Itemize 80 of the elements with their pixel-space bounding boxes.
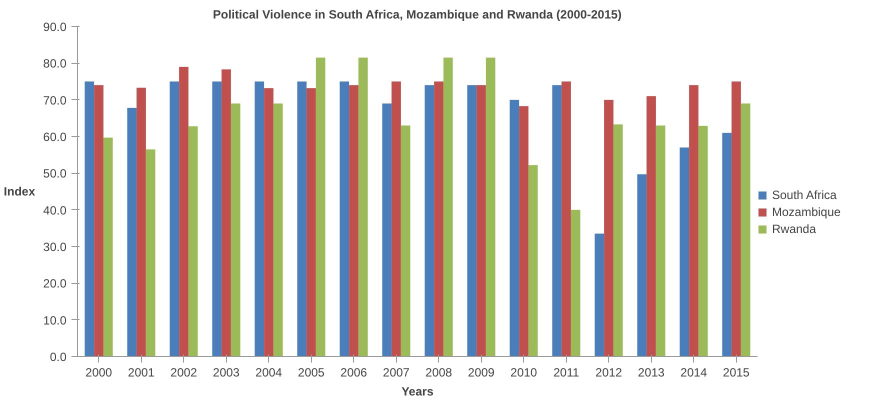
x-tick-label: 2005	[298, 366, 325, 380]
legend-label: Mozambique	[772, 205, 841, 219]
x-tick-label: 2014	[680, 366, 708, 380]
bar	[136, 88, 146, 356]
bar	[254, 82, 264, 356]
bar	[94, 85, 104, 356]
y-tick-label: 20.0	[43, 276, 67, 291]
bar	[316, 58, 326, 356]
x-tick-label: 2012	[595, 366, 622, 380]
bar	[613, 124, 623, 356]
x-tick-label: 2002	[170, 366, 198, 380]
bar	[127, 108, 137, 356]
bar	[528, 165, 538, 356]
bar	[306, 88, 316, 356]
y-tick-label: 40.0	[43, 203, 67, 218]
y-tick-label: 60.0	[43, 130, 67, 144]
y-tick-label: 90.0	[43, 20, 67, 34]
bar	[689, 85, 698, 356]
x-axis-title: Years	[401, 384, 434, 398]
bar	[443, 58, 453, 356]
y-axis-title: Index	[4, 184, 36, 198]
bar	[170, 82, 180, 356]
chart-title: Political Violence in South Africa, Mozambique and Rwanda (2000-2015)	[212, 8, 622, 22]
bar	[680, 148, 690, 356]
bar	[552, 85, 562, 356]
bar	[273, 104, 283, 356]
y-tick-label: 80.0	[43, 56, 67, 71]
bar	[740, 104, 750, 356]
x-tick-label: 2004	[255, 366, 282, 380]
bar	[400, 126, 410, 356]
bar	[467, 85, 477, 356]
y-tick-label: 0.0	[50, 350, 67, 364]
bar	[146, 149, 156, 356]
bar	[103, 138, 113, 356]
x-tick-label: 2009	[468, 366, 495, 380]
x-tick-label: 2001	[128, 366, 155, 380]
bar	[188, 126, 198, 356]
bar	[646, 96, 656, 356]
bar	[594, 234, 604, 356]
bar	[656, 126, 666, 356]
bar	[722, 132, 732, 356]
bar	[84, 82, 94, 356]
y-tick-label: 30.0	[43, 240, 67, 254]
bar	[486, 58, 496, 356]
x-tick-label: 2013	[638, 366, 665, 380]
bar	[519, 106, 528, 356]
x-tick-label: 2007	[382, 366, 410, 380]
bar	[340, 82, 350, 356]
bar	[698, 126, 708, 356]
bar	[562, 82, 571, 356]
bar	[424, 85, 434, 356]
bar	[297, 82, 307, 356]
x-tick-label: 2011	[553, 366, 580, 380]
bar	[604, 100, 614, 356]
legend-label: South Africa	[772, 188, 837, 202]
bar	[179, 66, 188, 356]
x-tick-label: 2008	[425, 366, 452, 380]
bar	[732, 82, 741, 356]
legend-label: Rwanda	[772, 222, 816, 236]
bar	[476, 85, 486, 356]
bar	[230, 104, 240, 356]
bar	[510, 100, 520, 356]
bar	[637, 174, 647, 356]
bar	[570, 210, 580, 356]
bar	[212, 82, 222, 356]
bar	[358, 58, 368, 356]
bar	[222, 69, 231, 356]
bar	[434, 82, 444, 356]
bar	[349, 85, 358, 356]
bar	[264, 88, 274, 356]
x-tick-label: 2003	[212, 366, 240, 380]
x-tick-label: 2015	[722, 366, 750, 380]
y-tick-label: 10.0	[43, 313, 67, 328]
bar	[392, 82, 401, 356]
x-tick-label: 2000	[85, 366, 112, 380]
y-tick-label: 50.0	[43, 166, 67, 181]
y-tick-label: 70.0	[43, 93, 67, 108]
bar	[382, 104, 392, 356]
x-tick-label: 2010	[510, 366, 538, 380]
x-tick-label: 2006	[340, 366, 368, 380]
